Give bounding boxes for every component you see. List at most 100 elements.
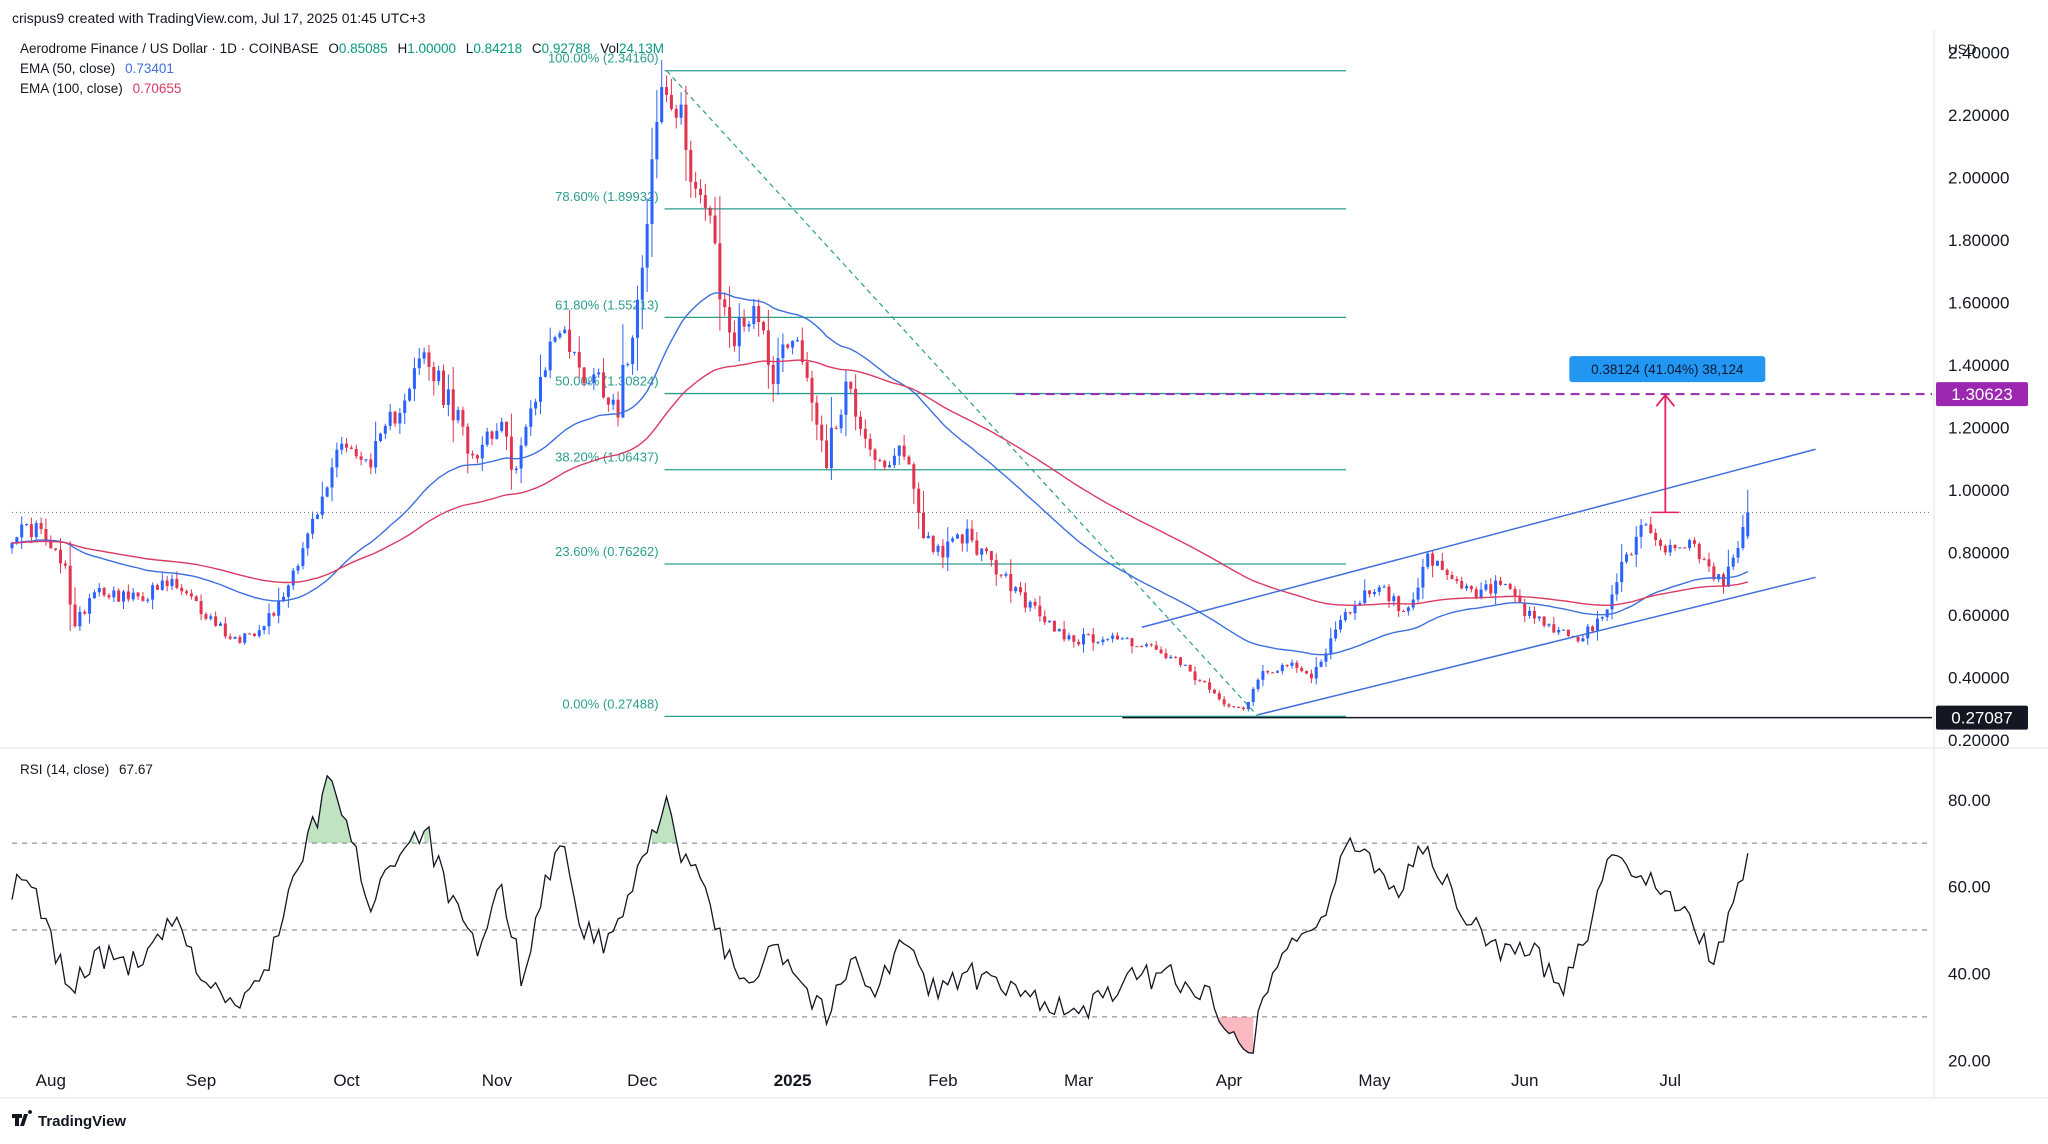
candle-up: [1082, 634, 1086, 645]
measure-label-box[interactable]: [1569, 356, 1766, 383]
channel-lower-line[interactable]: [1257, 576, 1816, 716]
candle-up: [1028, 601, 1032, 608]
fib-level-label: 100.00% (2.34160): [548, 51, 659, 66]
candle-down: [941, 545, 945, 558]
candle-up: [1586, 626, 1590, 639]
candle-down: [810, 377, 814, 403]
candle-down: [1115, 635, 1119, 640]
fib-trend-line[interactable]: [666, 70, 1259, 717]
candle-down: [713, 215, 717, 244]
candle-down: [1663, 545, 1667, 553]
candle-down: [1237, 707, 1241, 709]
candle-down: [1523, 602, 1527, 616]
candle-down: [902, 445, 906, 457]
target-price-tag[interactable]: [1936, 382, 2028, 407]
candle-up: [398, 413, 402, 424]
candle-down: [1489, 584, 1493, 594]
candle-up: [597, 372, 601, 375]
price-axis-tick: 1.60000: [1948, 293, 2009, 312]
candle-down: [1309, 673, 1313, 679]
candle-down: [126, 591, 130, 600]
rsi-axis-tick: 20.00: [1948, 1051, 1991, 1070]
candle-down: [1242, 707, 1246, 709]
candle-down: [1154, 645, 1158, 650]
candle-up: [1096, 642, 1100, 644]
price-axis-tick: 2.20000: [1948, 106, 2009, 125]
ema50-legend[interactable]: EMA (50, close) 0.73401: [20, 61, 174, 76]
candle-down: [960, 534, 964, 544]
time-axis-tick: Nov: [482, 1071, 513, 1090]
candle-up: [1256, 679, 1260, 689]
candle-up: [388, 411, 392, 426]
candle-up: [262, 626, 266, 631]
candle-down: [912, 464, 916, 489]
candle-up: [1557, 629, 1561, 633]
candle-down: [1658, 540, 1662, 546]
fib-level-label: 50.00% (1.30824): [555, 374, 658, 389]
candle-down: [228, 636, 232, 639]
candle-down: [689, 149, 693, 182]
candle-down: [83, 611, 87, 614]
candle-down: [582, 367, 586, 384]
ema-50-line: [11, 292, 1749, 656]
candle-up: [1537, 616, 1541, 619]
candle-up: [1363, 590, 1367, 604]
candle-up: [640, 267, 644, 300]
ema100-legend[interactable]: EMA (100, close) 0.70655: [20, 81, 181, 96]
candle-up: [1479, 589, 1483, 598]
candle-down: [825, 440, 829, 469]
candle-down: [475, 455, 479, 459]
candle-down: [708, 207, 712, 216]
candle-down: [214, 616, 218, 626]
candle-up: [844, 381, 848, 415]
channel-upper-line[interactable]: [1141, 448, 1816, 629]
candle-up: [1014, 587, 1018, 592]
candle-down: [1072, 635, 1076, 642]
candle-down: [490, 431, 494, 439]
candle-down: [1402, 610, 1406, 612]
candle-up: [829, 427, 833, 469]
candle-down: [199, 601, 203, 615]
candle-up: [1600, 617, 1604, 619]
candle-down: [762, 322, 766, 331]
candle-down: [461, 409, 465, 427]
candle-up: [965, 528, 969, 544]
candle-up: [320, 496, 324, 515]
candle-up: [519, 445, 523, 469]
candle-up: [655, 121, 659, 160]
symbol-title[interactable]: Aerodrome Finance / US Dollar · 1D · COI…: [20, 41, 664, 56]
candle-up: [1494, 580, 1498, 594]
candle-down: [1208, 682, 1212, 690]
candle-down: [393, 411, 397, 424]
candle-up: [538, 376, 542, 402]
time-axis-tick: Dec: [627, 1071, 658, 1090]
candle-up: [1416, 587, 1420, 600]
candle-up: [1746, 512, 1750, 537]
candle-down: [185, 591, 189, 594]
candle-up: [631, 337, 635, 365]
candle-down: [102, 587, 106, 596]
candle-up: [495, 430, 499, 439]
axes[interactable]: 1.30623 0.27087 2.40000 2.20000 2.00000 1.800…: [36, 43, 2028, 1090]
candle-up: [1644, 524, 1648, 526]
candle-up: [1048, 620, 1052, 623]
ohlc-high-key: H: [397, 41, 407, 56]
price-tag-label: 1.30623: [1951, 385, 2012, 404]
rsi-label: RSI (14, close): [20, 762, 109, 777]
candle-down: [849, 381, 853, 389]
candle-up: [1435, 560, 1439, 566]
support-price-tag[interactable]: [1936, 705, 2028, 730]
currency-label[interactable]: USD: [1948, 42, 1977, 57]
candle-down: [1159, 649, 1163, 654]
measure-arrow-head: [1655, 393, 1676, 407]
candle-down: [432, 366, 436, 382]
candle-up: [233, 637, 237, 639]
candle-up: [131, 592, 135, 600]
rsi-legend[interactable]: RSI (14, close) 67.67: [20, 762, 153, 777]
chart-drawings[interactable]: 0.38124 (41.04%) 38,124: [12, 356, 1932, 719]
candle-up: [1503, 583, 1507, 585]
candle-down: [1368, 590, 1372, 595]
candle-down: [698, 188, 702, 196]
